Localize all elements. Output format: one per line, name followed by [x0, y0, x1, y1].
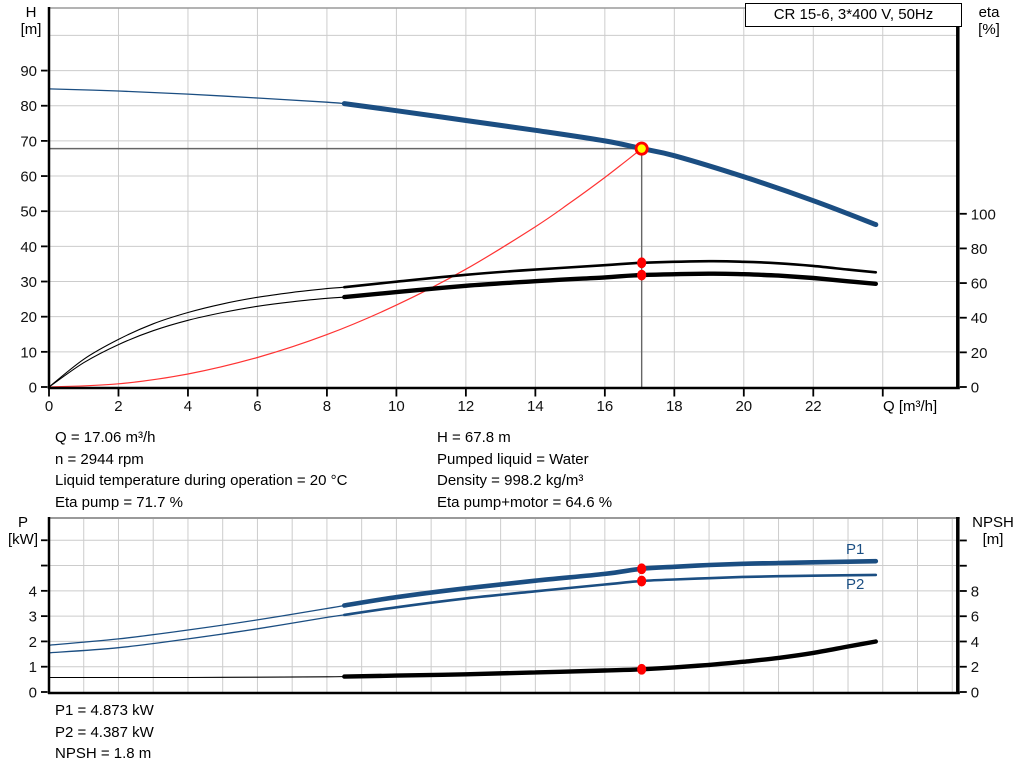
left-axis-tick-label: 60	[20, 169, 37, 186]
curve-H-thin	[48, 88, 345, 105]
curve-eta-pump-thin	[48, 286, 345, 388]
bottom-axis-tick-label: 22	[805, 398, 822, 415]
h-axis-title: H [m]	[12, 4, 50, 38]
info-npsh: NPSH = 1.8 m	[55, 745, 152, 763]
right-axis-tick-label: 0	[971, 685, 979, 702]
left-axis-tick-label: 1	[29, 659, 37, 676]
npsh-axis-title: NPSH [m]	[962, 514, 1024, 548]
info-q: Q = 17.06 m³/h	[55, 429, 156, 446]
left-axis-tick-label: 10	[20, 344, 37, 361]
npsh-axis-title-line2: [m]	[982, 531, 1004, 548]
curve-P2-thin	[48, 614, 345, 654]
p1-curve-label: P1	[846, 541, 865, 558]
right-axis-tick-label: 20	[971, 345, 988, 362]
bottom-axis-tick-label: 2	[114, 398, 122, 415]
bottom-axis-tick-label: 6	[253, 398, 261, 415]
operating-point-dot	[637, 257, 647, 269]
right-axis-tick-label: 100	[971, 206, 996, 223]
bottom-axis-tick-label: 8	[323, 398, 331, 415]
left-axis-tick-label: 80	[20, 98, 37, 115]
info-head: H = 67.8 m	[437, 429, 511, 446]
duty-info-left: Q = 17.06 m³/h n = 2944 rpm Liquid tempe…	[55, 427, 347, 514]
curve-NPSH-thin	[48, 676, 345, 679]
operating-point-dot	[637, 269, 647, 281]
left-axis-tick-label: 90	[20, 63, 37, 80]
left-axis-tick-label: 0	[29, 380, 37, 397]
operating-point-dot	[637, 575, 647, 587]
left-axis-tick-label: 2	[29, 634, 37, 651]
info-speed: n = 2944 rpm	[55, 450, 144, 468]
p-axis-title-line1: P	[17, 514, 28, 531]
left-axis-tick-label: 50	[20, 204, 37, 221]
duty-point-marker	[634, 141, 649, 156]
right-axis-tick-label: 80	[971, 241, 988, 258]
curve-system	[48, 148, 643, 388]
curve-eta-pump-motor-thin	[48, 296, 345, 388]
right-axis-tick-label: 40	[971, 310, 988, 327]
p2-curve-label: P2	[846, 576, 865, 593]
left-axis-tick-label: 40	[20, 239, 37, 256]
bottom-axis-tick-label: 12	[458, 398, 475, 415]
curve-P1	[342, 558, 879, 608]
pump-title-box: CR 15-6, 3*400 V, 50Hz	[745, 3, 962, 27]
operating-point-dot	[637, 663, 647, 675]
right-axis-tick-label: 2	[971, 659, 979, 676]
left-axis-tick-label: 4	[29, 583, 37, 600]
bottom-axis-tick-label: 20	[735, 398, 752, 415]
left-axis-tick-label: 70	[20, 133, 37, 150]
bottom-axis-tick-label: 16	[596, 398, 613, 415]
curve-eta-pump-motor	[342, 271, 878, 300]
curve-H	[341, 101, 879, 228]
left-axis-tick-label: 3	[29, 609, 37, 626]
left-axis-tick-label: 30	[20, 274, 37, 291]
curve-NPSH	[342, 639, 878, 679]
right-axis-tick-label: 6	[971, 609, 979, 626]
bottom-axis-tick-label: 4	[184, 398, 192, 415]
curve-P1-thin	[48, 604, 345, 646]
right-axis-tick-label: 8	[971, 583, 979, 600]
q-axis-title: Q [m³/h]	[883, 398, 938, 415]
left-axis-tick-label: 0	[29, 685, 37, 702]
curve-P2	[343, 573, 878, 617]
p-axis-title-line2: [kW]	[8, 531, 38, 548]
eta-axis-title: eta [%]	[966, 4, 1012, 38]
left-axis-tick-label: 20	[20, 309, 37, 326]
bottom-axis-tick-label: 10	[388, 398, 405, 415]
info-density: Density = 998.2 kg/m³	[437, 472, 584, 490]
right-axis-tick-label: 0	[971, 380, 979, 397]
curve-eta-pump	[343, 259, 878, 289]
info-eta-pump-motor: Eta pump+motor = 64.6 %	[437, 494, 613, 512]
info-pumped-liquid: Pumped liquid = Water	[437, 450, 589, 468]
eta-axis-title-line1: eta	[978, 4, 1000, 21]
h-axis-title-line1: H	[25, 4, 37, 21]
info-eta-pump: Eta pump = 71.7 %	[55, 494, 183, 512]
duty-info-right: H = 67.8 m Pumped liquid = Water Density…	[437, 427, 612, 514]
info-p2: P2 = 4.387 kW	[55, 723, 154, 741]
p-axis-title: P [kW]	[2, 514, 44, 548]
eta-axis-title-line2: [%]	[978, 21, 1000, 38]
right-axis-tick-label: 60	[971, 276, 988, 293]
operating-point-dot	[637, 563, 647, 575]
info-liquid-temp: Liquid temperature during operation = 20…	[55, 472, 348, 490]
bottom-axis-tick-label: 0	[45, 398, 53, 415]
bottom-axis-tick-label: 18	[666, 398, 683, 415]
bottom-axis-tick-label: 14	[527, 398, 544, 415]
h-axis-title-line2: [m]	[20, 21, 42, 38]
info-p1: P1 = 4.873 kW	[55, 702, 154, 719]
duty-info-bottom: P1 = 4.873 kW P2 = 4.387 kW NPSH = 1.8 m	[55, 700, 154, 765]
npsh-axis-title-line1: NPSH	[972, 514, 1014, 531]
right-axis-tick-label: 4	[971, 634, 979, 651]
